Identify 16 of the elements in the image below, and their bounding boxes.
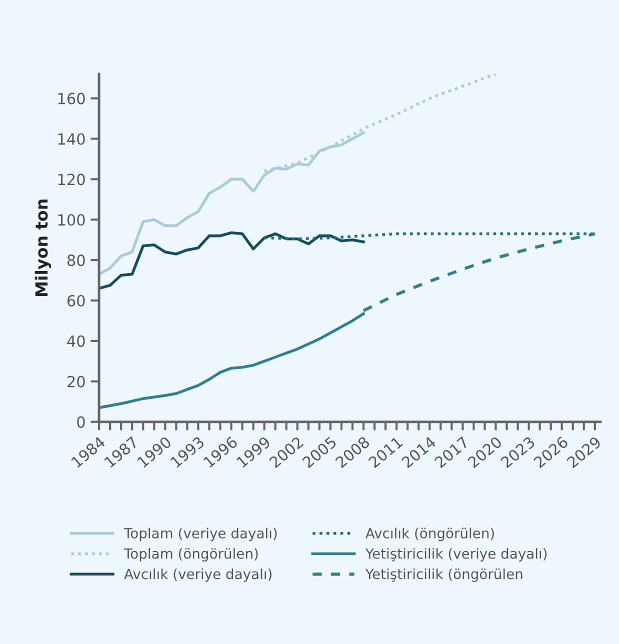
legend-label: Yetiştiricilik (öngörülen: [365, 568, 522, 582]
y-tick-label: 100: [58, 214, 85, 226]
legend-label: Avcılık (veriye dayalı): [124, 568, 272, 582]
y-tick-label: 0: [77, 416, 85, 428]
legend-label: Avcılık (öngörülen): [365, 528, 494, 542]
legend-label: Toplam (öngörülen): [124, 548, 258, 562]
y-tick-label: 60: [67, 294, 85, 307]
y-tick-label: 40: [67, 335, 85, 347]
y-tick-label: 140: [58, 133, 85, 145]
legend-label: Toplam (veriye dayalı): [124, 528, 277, 542]
y-tick-label: 160: [58, 92, 85, 104]
y-tick-label: 120: [58, 174, 85, 186]
y-axis-title: Milyon ton: [34, 200, 52, 296]
y-tick-label: 20: [68, 376, 85, 388]
legend-label: Yetiştiricilik (veriye dayalı): [365, 548, 547, 562]
y-tick-label: 80: [67, 254, 85, 266]
